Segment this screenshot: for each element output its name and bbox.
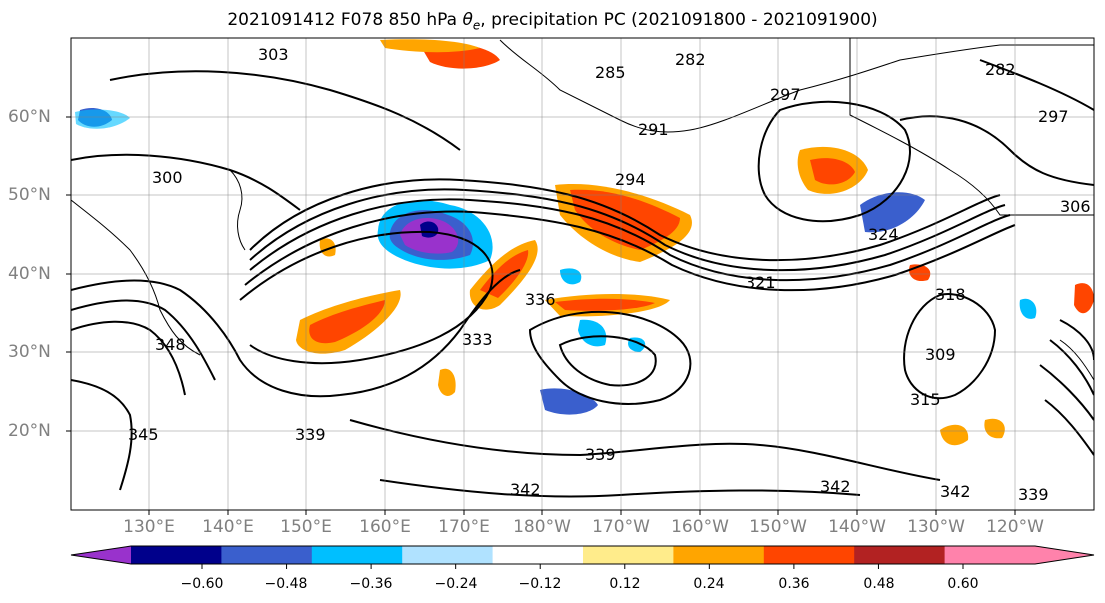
- contour-label: 333: [462, 330, 493, 349]
- colorbar-arrow-left: [71, 546, 131, 564]
- contour-label: 339: [585, 445, 616, 464]
- contour-label: 297: [770, 85, 801, 104]
- lat-label-20n: 20°N: [8, 421, 51, 441]
- colorbar-cell: [944, 546, 1036, 564]
- contour-label: 342: [510, 480, 541, 499]
- lon-label: 140°W: [828, 517, 886, 537]
- colorbar: [70, 545, 1095, 569]
- contour-label: 294: [615, 170, 646, 189]
- colorbar-cell: [221, 546, 313, 564]
- map-panel: 303 300 291 297 294 285 282 309 318 321 …: [71, 38, 1094, 510]
- figure-title: 2021091412 F078 850 hPa θe, precipitatio…: [0, 10, 1105, 32]
- axis-ticks: [66, 116, 1016, 515]
- colorbar-tick-label: −0.12: [518, 576, 562, 592]
- colorbar-cell: [854, 546, 946, 564]
- colorbar-tick-label: −0.36: [349, 576, 393, 592]
- gridlines: [71, 38, 1094, 510]
- colorbar-tick-label: −0.24: [434, 576, 478, 592]
- lon-label: 120°W: [986, 517, 1044, 537]
- contour-label: 339: [295, 425, 326, 444]
- colorbar-tick-label: 0.12: [609, 576, 641, 592]
- contour-label: 339: [1018, 485, 1049, 504]
- colorbar-cell: [492, 546, 584, 564]
- colorbar-tick-label: 0.24: [693, 576, 725, 592]
- lon-label: 130°W: [907, 517, 965, 537]
- contour-label: 306: [1060, 197, 1091, 216]
- contour-label: 285: [595, 63, 626, 82]
- colorbar-tick-label: −0.60: [180, 576, 224, 592]
- contour-label: 342: [820, 477, 851, 496]
- lon-label: 160°E: [359, 517, 411, 537]
- colorbar-cell: [763, 546, 855, 564]
- contour-label: 345: [128, 425, 159, 444]
- lon-label: 130°E: [123, 517, 175, 537]
- lon-label: 160°W: [671, 517, 729, 537]
- colorbar-tick-label: 0.60: [947, 576, 979, 592]
- colorbar-cell: [583, 546, 674, 564]
- colorbar-tick-label: 0.36: [778, 576, 810, 592]
- theta-subscript: e: [472, 18, 481, 33]
- lon-label: 150°W: [749, 517, 807, 537]
- colorbar-cell: [311, 546, 403, 564]
- lon-label: 180°W: [513, 517, 571, 537]
- lat-label-50n: 50°N: [8, 185, 51, 205]
- title-rest: , precipitation PC (2021091800 - 2021091…: [480, 10, 878, 30]
- colorbar-cell: [673, 546, 765, 564]
- lon-label: 150°E: [280, 517, 332, 537]
- contour-label: 318: [935, 285, 966, 304]
- coastlines: [71, 38, 1094, 381]
- title-text: 2021091412 F078 850 hPa: [227, 10, 463, 30]
- lat-label-40n: 40°N: [8, 264, 51, 284]
- contour-label: 309: [925, 345, 956, 364]
- contour-label: 282: [675, 50, 706, 69]
- theta-symbol: θ: [462, 10, 473, 30]
- lon-label: 140°E: [202, 517, 254, 537]
- contour-label: 291: [638, 120, 669, 139]
- colorbar-tick-label: 0.48: [863, 576, 895, 592]
- colorbar-cell: [131, 546, 222, 564]
- contour-label: 300: [152, 168, 183, 187]
- lon-label: 170°W: [592, 517, 650, 537]
- contour-label: 297: [1038, 107, 1069, 126]
- lat-label-30n: 30°N: [8, 342, 51, 362]
- lat-label-60n: 60°N: [8, 107, 51, 127]
- contour-label: 348: [155, 335, 186, 354]
- theta-e-contours: [71, 59, 1094, 498]
- contour-label: 315: [910, 390, 941, 409]
- contour-label: 336: [525, 290, 556, 309]
- colorbar-cell: [402, 546, 494, 564]
- colorbar-arrow-right: [1035, 546, 1094, 564]
- contour-label: 342: [940, 482, 971, 501]
- contour-label: 321: [745, 273, 776, 292]
- contour-label: 303: [258, 45, 289, 64]
- contour-label: 324: [868, 225, 899, 244]
- contour-label: 282: [985, 60, 1016, 79]
- lon-label: 170°E: [438, 517, 490, 537]
- colorbar-tick-label: −0.48: [264, 576, 308, 592]
